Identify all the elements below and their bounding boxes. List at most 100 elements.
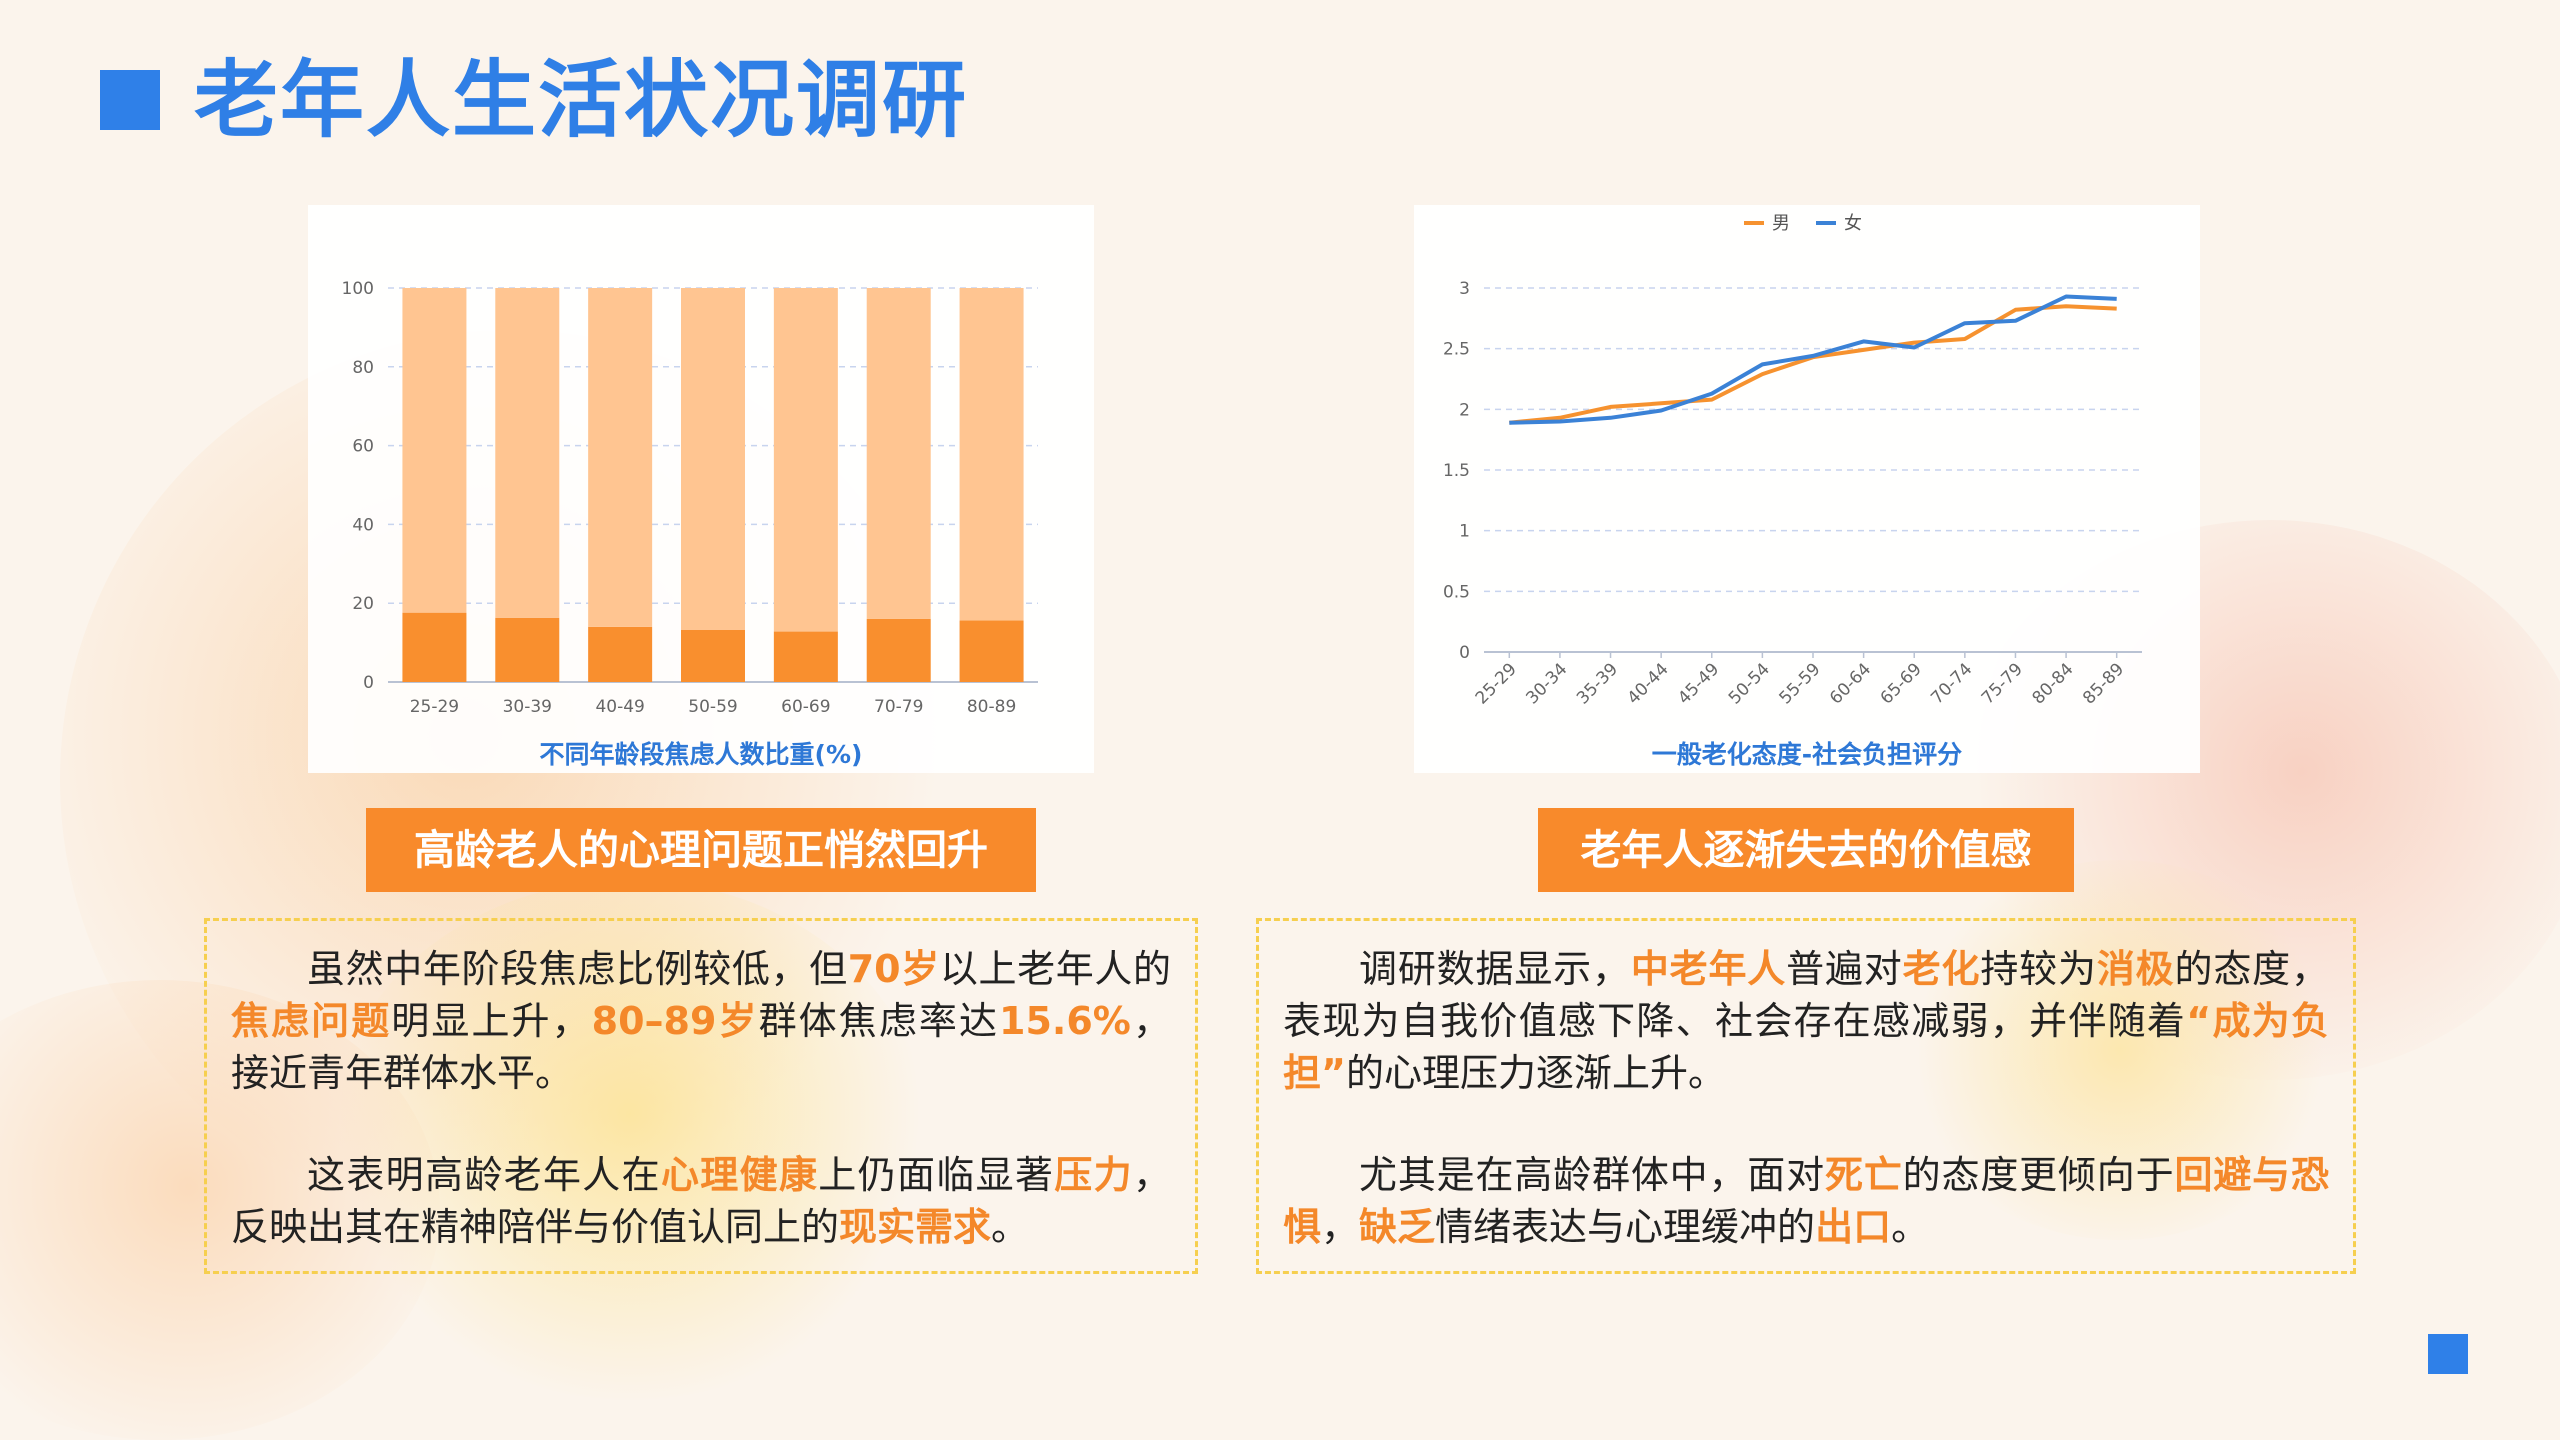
x-tick-label: 70-79 xyxy=(874,697,923,717)
bar-segment xyxy=(588,288,653,627)
right-paragraph-2: 尤其是在高龄群体中，面对死亡的态度更倾向于回避与恐惧，缺乏情绪表达与心理缓冲的出… xyxy=(1283,1149,2329,1253)
series-line-male xyxy=(1509,304,2117,425)
x-tick-label: 25-29 xyxy=(410,697,459,717)
x-tick-label: 30-39 xyxy=(503,697,552,717)
left-paragraph-2: 这表明高龄老年人在心理健康上仍面临显著压力，反映出其在精神陪伴与价值认同上的现实… xyxy=(231,1149,1171,1253)
left-p1-highlight: 70岁 xyxy=(847,947,940,991)
left-p2-text: 上仍面临显著 xyxy=(818,1153,1055,1197)
right-banner: 老年人逐渐失去的价值感 xyxy=(1538,808,2074,892)
right-p2-highlight: 出口 xyxy=(1815,1205,1892,1249)
y-tick-label: 2 xyxy=(1459,400,1470,420)
left-p1-text: 群体焦虑率达 xyxy=(758,999,1000,1043)
bar-segment xyxy=(495,288,560,618)
x-tick-label: 70-74 xyxy=(1927,659,1976,708)
right-p1-text: 的态度，表现为自我价值感下降、社会存在感减弱，并伴随着 xyxy=(1283,947,2329,1043)
right-p2-text: 情绪表达与心理缓冲的 xyxy=(1435,1205,1816,1249)
x-tick-label: 45-49 xyxy=(1674,659,1723,708)
bar-segment xyxy=(773,631,838,682)
left-p2-text: 这表明高龄老年人在 xyxy=(307,1153,661,1197)
bar-chart-title: 不同年龄段焦虑人数比重(%) xyxy=(539,740,863,769)
right-p2-text: ， xyxy=(1321,1205,1360,1249)
series-line-female xyxy=(1509,294,2117,425)
legend-label: 男 xyxy=(1772,213,1790,234)
y-tick-label: 80 xyxy=(352,358,374,378)
x-tick-label: 50-59 xyxy=(688,697,737,717)
bar-segment xyxy=(495,617,560,682)
bar-segment xyxy=(402,288,467,613)
right-p2-text: 的态度更倾向于 xyxy=(1902,1153,2175,1197)
x-tick-label: 60-69 xyxy=(781,697,830,717)
right-p1-highlight: “成为负担” xyxy=(1283,999,2329,1095)
x-tick-label: 40-49 xyxy=(595,697,644,717)
bar-segment xyxy=(959,288,1024,621)
left-p1-text: 虽然中年阶段焦虑比例较低，但 xyxy=(307,947,848,991)
bg-blob-orange-left xyxy=(0,980,440,1440)
right-p1-highlight: 消极 xyxy=(2096,947,2175,991)
x-tick-label: 80-84 xyxy=(2029,659,2078,708)
right-p1-highlight: 中老年人 xyxy=(1630,947,1787,991)
left-paragraph-1: 虽然中年阶段焦虑比例较低，但70岁以上老年人的焦虑问题明显上升，80–89岁群体… xyxy=(231,943,1171,1099)
y-tick-label: 1 xyxy=(1459,522,1470,542)
right-p2-highlight: 死亡 xyxy=(1824,1153,1903,1197)
y-tick-label: 20 xyxy=(352,594,374,614)
y-tick-label: 40 xyxy=(352,515,374,535)
left-p1-highlight: 80–89岁 xyxy=(591,999,759,1043)
right-p2-highlight: 缺乏 xyxy=(1359,1205,1436,1249)
left-p1-text: 明显上升， xyxy=(391,999,592,1043)
x-tick-label: 55-59 xyxy=(1775,659,1824,708)
right-p2-highlight: 回避与恐惧 xyxy=(1283,1153,2329,1249)
left-p1-highlight: 15.6% xyxy=(999,999,1131,1043)
right-paragraph-1: 调研数据显示，中老年人普遍对老化持较为消极的态度，表现为自我价值感下降、社会存在… xyxy=(1283,943,2329,1099)
right-p2-text: 。 xyxy=(1891,1205,1930,1249)
x-tick-label: 75-79 xyxy=(1978,659,2027,708)
y-tick-label: 3 xyxy=(1459,279,1470,299)
slide-title: 老年人生活状况调研 xyxy=(100,58,968,142)
x-tick-label: 40-44 xyxy=(1624,659,1673,708)
y-tick-label: 0.5 xyxy=(1443,582,1470,602)
corner-square-icon xyxy=(2428,1334,2468,1374)
right-text-box: 调研数据显示，中老年人普遍对老化持较为消极的态度，表现为自我价值感下降、社会存在… xyxy=(1256,918,2356,1274)
x-tick-label: 65-69 xyxy=(1877,659,1926,708)
bar-segment xyxy=(588,626,653,682)
right-p2-text: 尤其是在高龄群体中，面对 xyxy=(1359,1153,1825,1197)
x-tick-label: 85-89 xyxy=(2079,659,2128,708)
x-tick-label: 80-89 xyxy=(967,697,1016,717)
line-chart-title: 一般老化态度-社会负担评分 xyxy=(1651,740,1963,769)
y-tick-label: 1.5 xyxy=(1443,461,1470,481)
bar-segment xyxy=(866,288,931,619)
bar-segment xyxy=(959,620,1024,682)
right-p1-highlight: 老化 xyxy=(1902,947,1981,991)
right-p1-text: 的心理压力逐渐上升。 xyxy=(1345,1051,1726,1095)
bg-blob-yellow xyxy=(330,880,930,1400)
right-p1-text: 普遍对 xyxy=(1786,947,1903,991)
title-square-icon xyxy=(100,70,160,130)
left-p1-text: 以上老年人的 xyxy=(939,947,1171,991)
x-tick-label: 50-54 xyxy=(1725,659,1774,708)
x-tick-label: 60-64 xyxy=(1826,659,1875,708)
bar-segment xyxy=(402,612,467,682)
legend-label: 女 xyxy=(1844,213,1862,234)
x-tick-label: 30-34 xyxy=(1522,659,1571,708)
y-tick-label: 0 xyxy=(1459,643,1470,663)
left-p2-text: ，反映出其在精神陪伴与价值认同上的 xyxy=(231,1153,1171,1249)
x-tick-label: 25-29 xyxy=(1472,659,1521,708)
left-p1-highlight: 焦虑问题 xyxy=(231,999,392,1043)
bar-segment xyxy=(681,288,745,630)
left-p2-highlight: 压力 xyxy=(1054,1153,1133,1197)
y-tick-label: 60 xyxy=(352,437,374,457)
right-p1-text: 持较为 xyxy=(1980,947,2097,991)
bar-segment xyxy=(866,618,931,682)
left-p2-highlight: 心理健康 xyxy=(660,1153,819,1197)
bar-chart: 0 20 40 60 80 100 25-29 30-39 40-49 50-59 60-69 70-… xyxy=(342,279,1038,717)
bg-blob-yellow-right xyxy=(1900,860,2340,1240)
y-tick-label: 0 xyxy=(363,673,374,693)
right-p1-text: 调研数据显示， xyxy=(1359,947,1631,991)
left-p2-text: 。 xyxy=(991,1205,1030,1249)
page-title: 老年人生活状况调研 xyxy=(194,51,969,149)
left-text-box: 虽然中年阶段焦虑比例较低，但70岁以上老年人的焦虑问题明显上升，80–89岁群体… xyxy=(204,918,1198,1274)
bar-segment xyxy=(773,288,838,632)
line-chart: 0 0.5 1 1.5 2 2.5 3 25-29 30-34 35-39 40-44 45-49 50… xyxy=(1443,213,2142,708)
bar-segment xyxy=(681,629,745,682)
bar-chart-card: 0 20 40 60 80 100 25-29 30-39 40-49 50-59 60-69 70-… xyxy=(308,205,1094,773)
x-tick-label: 35-39 xyxy=(1573,659,1622,708)
